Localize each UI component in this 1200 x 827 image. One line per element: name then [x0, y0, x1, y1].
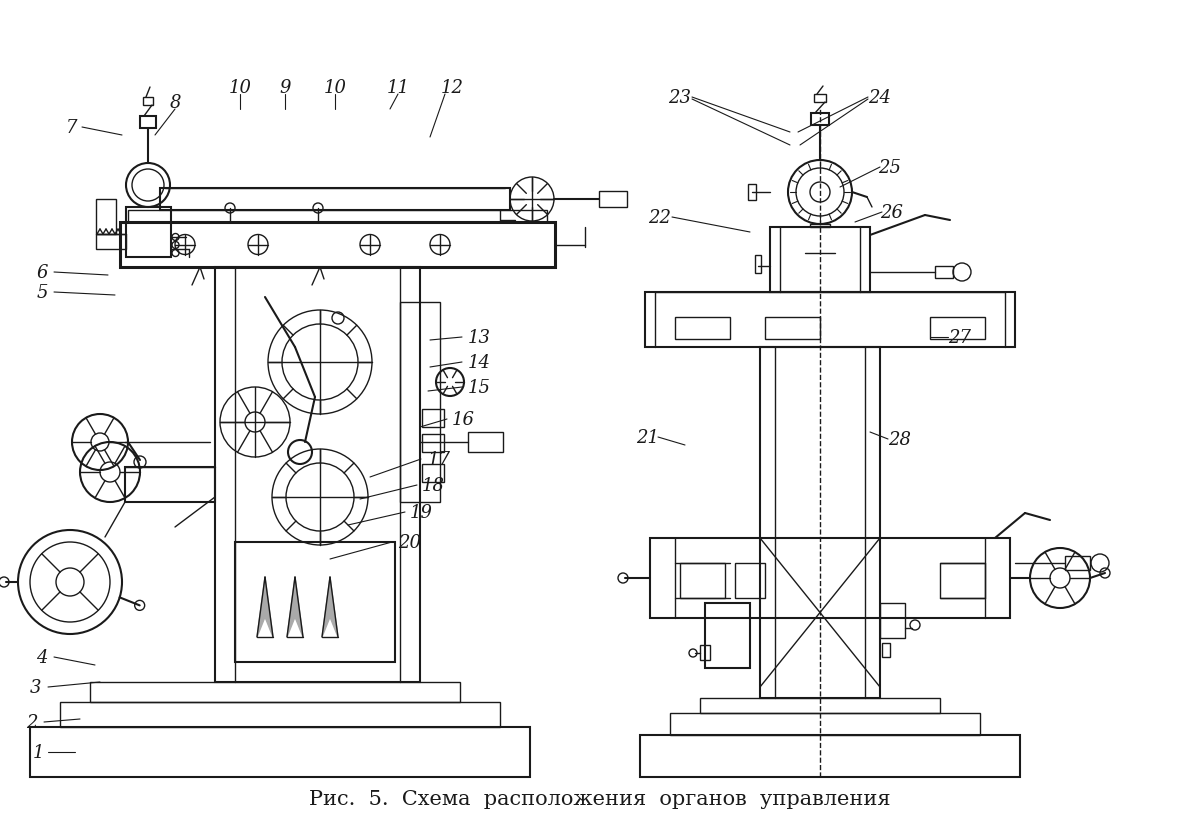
Bar: [882, 643, 890, 657]
Bar: [814, 95, 826, 103]
Bar: [235, 543, 395, 662]
Text: 17: 17: [428, 451, 451, 468]
Bar: [215, 268, 420, 682]
Text: 24: 24: [869, 88, 892, 107]
Text: 16: 16: [452, 410, 475, 428]
Bar: [880, 603, 905, 638]
Bar: [646, 293, 1015, 347]
Bar: [90, 682, 460, 702]
Text: 22: 22: [648, 208, 672, 227]
Bar: [1066, 557, 1090, 571]
Bar: [96, 235, 126, 250]
Bar: [940, 563, 985, 598]
Bar: [674, 318, 730, 340]
Bar: [706, 603, 750, 668]
Bar: [599, 192, 628, 208]
Text: 13: 13: [468, 328, 491, 347]
Bar: [126, 208, 170, 258]
Text: 2: 2: [26, 713, 37, 731]
Text: 27: 27: [948, 328, 972, 347]
Text: 23: 23: [668, 88, 691, 107]
Bar: [680, 563, 725, 598]
Bar: [143, 98, 154, 106]
Bar: [766, 318, 820, 340]
Text: 10: 10: [324, 79, 347, 97]
Text: 12: 12: [440, 79, 463, 97]
Bar: [760, 347, 880, 698]
Bar: [930, 318, 985, 340]
Bar: [422, 434, 444, 452]
Bar: [810, 225, 830, 227]
Bar: [60, 702, 500, 727]
Bar: [422, 465, 444, 482]
Bar: [755, 256, 761, 273]
Text: 21: 21: [636, 428, 660, 447]
Bar: [30, 727, 530, 777]
Bar: [811, 114, 829, 126]
Text: 28: 28: [888, 431, 912, 448]
Text: 15: 15: [468, 379, 491, 396]
Text: 25: 25: [878, 159, 901, 177]
Text: 5: 5: [36, 284, 48, 302]
Text: 6: 6: [36, 264, 48, 282]
Text: 3: 3: [30, 678, 42, 696]
Bar: [700, 645, 710, 660]
Text: 26: 26: [881, 203, 904, 222]
Text: 1: 1: [32, 743, 43, 761]
Text: 18: 18: [422, 476, 445, 495]
Text: 19: 19: [410, 504, 433, 521]
Bar: [400, 303, 440, 502]
Bar: [770, 227, 870, 293]
Bar: [96, 200, 115, 235]
Bar: [700, 698, 940, 713]
Bar: [650, 538, 1010, 619]
Bar: [734, 563, 766, 598]
Text: 14: 14: [468, 354, 491, 371]
Text: 20: 20: [398, 533, 421, 552]
Bar: [935, 266, 953, 279]
Bar: [160, 189, 510, 211]
Text: 9: 9: [280, 79, 290, 97]
Bar: [670, 713, 980, 735]
Bar: [120, 222, 554, 268]
Bar: [125, 467, 215, 502]
Text: 8: 8: [169, 94, 181, 112]
Text: Рис.  5.  Схема  расположения  органов  управления: Рис. 5. Схема расположения органов управ…: [310, 790, 890, 809]
Text: 11: 11: [386, 79, 409, 97]
Text: 7: 7: [66, 119, 78, 136]
Text: 4: 4: [36, 648, 48, 667]
Bar: [140, 117, 156, 129]
Bar: [128, 211, 547, 222]
Text: 10: 10: [228, 79, 252, 97]
Bar: [468, 433, 503, 452]
Polygon shape: [287, 577, 302, 638]
Polygon shape: [322, 577, 338, 638]
Polygon shape: [257, 577, 274, 638]
Bar: [748, 184, 756, 201]
Bar: [640, 735, 1020, 777]
Bar: [422, 409, 444, 428]
